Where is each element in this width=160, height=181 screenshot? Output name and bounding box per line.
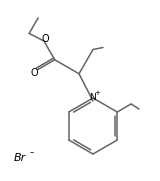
Text: –: – <box>30 148 34 157</box>
Text: Br: Br <box>14 153 26 163</box>
Text: +: + <box>95 90 100 96</box>
Text: O: O <box>42 34 50 44</box>
Text: O: O <box>31 68 38 78</box>
Text: N: N <box>89 94 95 102</box>
